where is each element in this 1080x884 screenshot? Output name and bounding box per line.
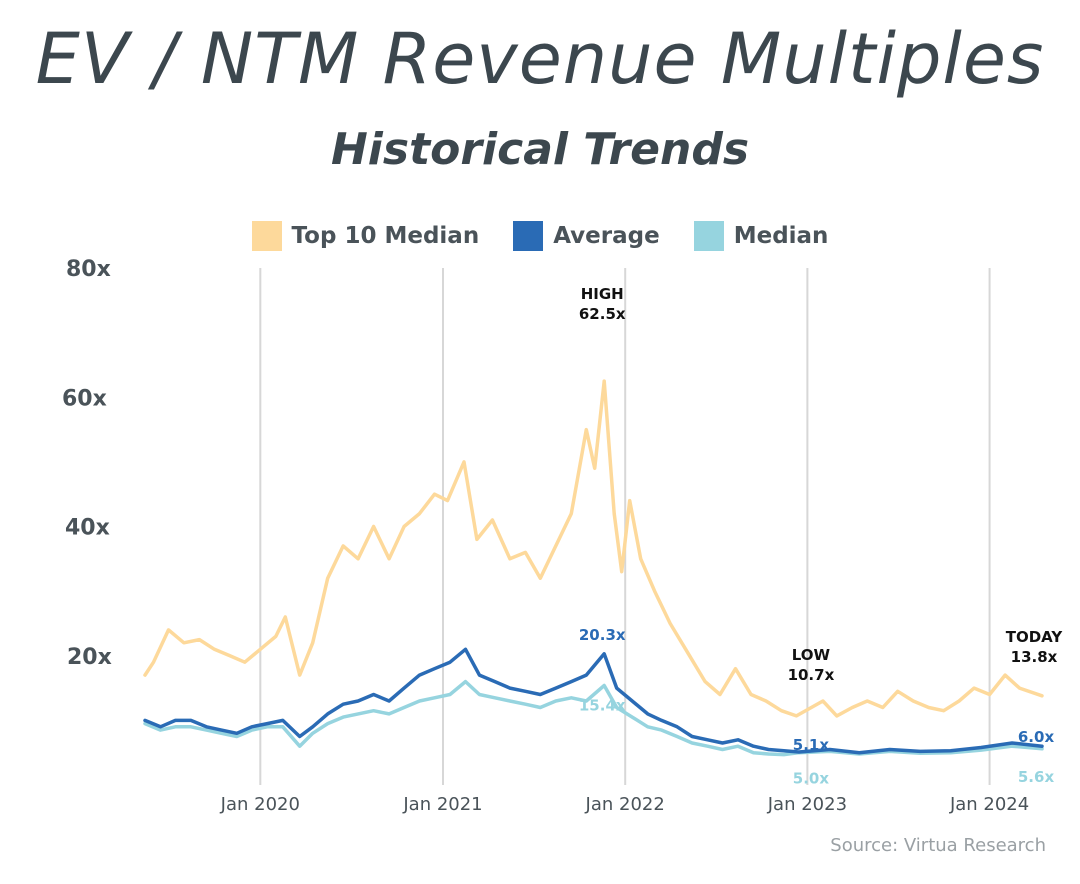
annotation-label: 5.0x <box>793 770 830 788</box>
legend-swatch-average <box>513 221 544 251</box>
legend-item-median: Median <box>693 221 829 251</box>
source-note: Source: Virtua Research <box>830 835 1046 856</box>
chart-subtitle: Historical Trends <box>330 124 750 175</box>
y-tick-label: 20x <box>67 645 112 670</box>
y-tick-label: 80x <box>66 257 111 282</box>
legend-swatch-median <box>693 221 724 251</box>
legend-item-top10-median: Top 10 Median <box>251 221 480 251</box>
x-tick-label: Jan 2024 <box>949 794 1029 815</box>
annotation-label: 5.1x <box>793 736 830 754</box>
y-tick-label: 60x <box>62 386 107 411</box>
annotation-label: 13.8x <box>1011 648 1058 666</box>
x-tick-label: Jan 2023 <box>767 794 847 815</box>
annotation-label: TODAY <box>1006 628 1064 646</box>
annotation-label: HIGH <box>581 285 624 303</box>
annotation-label: 62.5x <box>579 305 626 323</box>
annotation-label: 20.3x <box>579 626 626 644</box>
x-tick-label: Jan 2020 <box>220 794 300 815</box>
legend-swatch-top10-median <box>251 221 282 251</box>
x-tick-label: Jan 2022 <box>585 794 665 815</box>
annotation-label: 5.6x <box>1018 768 1055 786</box>
annotation-label: 6.0x <box>1018 728 1055 746</box>
annotation-label: LOW <box>792 646 831 664</box>
annotation-label: 15.4x <box>579 696 626 714</box>
series-line-top-10-median <box>143 379 1044 718</box>
legend-item-average: Average <box>513 221 660 251</box>
series-line-median <box>143 679 1044 757</box>
legend-label-median: Median <box>733 223 829 249</box>
legend-label-top10-median: Top 10 Median <box>291 223 480 249</box>
annotation-label: 10.7x <box>788 666 835 684</box>
series-line-average <box>143 647 1044 755</box>
chart-title: EV / NTM Revenue Multiples <box>35 18 1045 100</box>
x-tick-label: Jan 2021 <box>402 794 482 815</box>
y-tick-label: 40x <box>65 516 110 541</box>
legend-label-average: Average <box>553 223 660 249</box>
legend: Top 10 Median Average Median <box>0 221 1080 251</box>
